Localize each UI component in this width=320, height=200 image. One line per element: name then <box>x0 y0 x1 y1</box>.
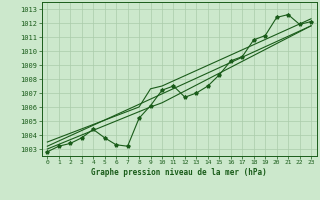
X-axis label: Graphe pression niveau de la mer (hPa): Graphe pression niveau de la mer (hPa) <box>91 168 267 177</box>
